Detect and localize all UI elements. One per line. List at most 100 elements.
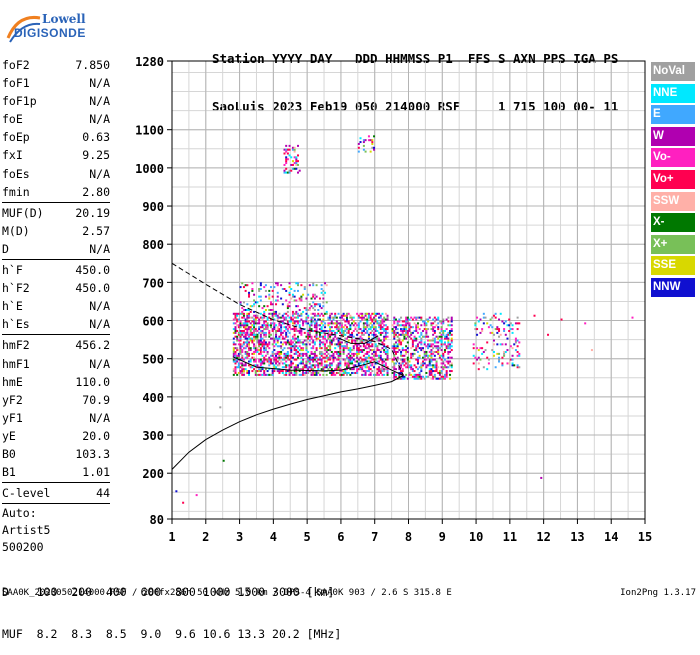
echo-point [342, 312, 345, 315]
echo-point [356, 354, 359, 357]
echo-point [332, 356, 335, 359]
echo-point [251, 316, 254, 319]
echo-point [249, 328, 252, 331]
echo-point [318, 347, 321, 350]
echo-point [246, 331, 249, 334]
echo-point [433, 373, 436, 376]
echo-point [376, 371, 379, 374]
echo-point [367, 370, 370, 373]
echo-point [432, 329, 435, 332]
echo-point [300, 312, 303, 315]
echo-point [386, 335, 389, 338]
echo-point [359, 360, 362, 363]
echo-point [364, 364, 367, 367]
echo-point [263, 350, 266, 353]
echo-point [244, 356, 247, 359]
echo-point [278, 362, 281, 365]
echo-point [364, 318, 367, 321]
echo-point [259, 373, 262, 376]
echo-point [443, 350, 446, 353]
echo-point [418, 335, 421, 338]
echo-point [411, 326, 414, 329]
echo-point [329, 356, 332, 359]
echo-point [285, 162, 288, 165]
echo-point [432, 370, 435, 373]
echo-point [476, 347, 479, 350]
echo-point [251, 305, 254, 308]
echo-point [266, 373, 269, 376]
echo-point [305, 354, 308, 357]
echo-point [376, 345, 379, 348]
echo-point [325, 364, 328, 367]
echo-point [334, 343, 337, 346]
echo-point [366, 318, 369, 321]
echo-point [359, 345, 362, 348]
echo-point [369, 345, 372, 348]
echo-point [351, 316, 354, 319]
echo-point [425, 366, 428, 369]
echo-point [291, 310, 294, 313]
echo-point [286, 303, 289, 306]
echo-point [492, 314, 495, 317]
echo-point [373, 335, 376, 338]
echo-point [356, 368, 359, 371]
param-key: B0 [2, 446, 16, 461]
echo-point [241, 331, 244, 334]
echo-point [540, 476, 543, 479]
echo-point [258, 349, 261, 352]
echo-point [297, 364, 300, 367]
echo-point [293, 339, 296, 342]
echo-point [297, 356, 300, 359]
y-tick-label: 1280 [135, 55, 164, 69]
echo-point [253, 337, 256, 340]
echo-point [278, 354, 281, 357]
echo-point [342, 329, 345, 332]
echo-point [241, 349, 244, 352]
echo-point [492, 343, 495, 346]
echo-point [335, 352, 338, 355]
echo-point [295, 163, 298, 166]
echo-point [345, 347, 348, 350]
echo-point [318, 339, 321, 342]
echo-point [416, 375, 419, 378]
echo-point [342, 371, 345, 374]
echo-point [307, 314, 310, 317]
echo-point [253, 314, 256, 317]
echo-point [236, 324, 239, 327]
x-tick-label: 13 [570, 530, 584, 544]
y-tick-label: 1100 [135, 124, 164, 138]
echo-point [285, 356, 288, 359]
echo-point [393, 322, 396, 325]
echo-point [425, 345, 428, 348]
echo-point [318, 352, 321, 355]
echo-point [359, 356, 362, 359]
echo-point [423, 322, 426, 325]
echo-point [359, 362, 362, 365]
echo-point [484, 349, 487, 352]
echo-point [276, 328, 279, 331]
echo-point [422, 356, 425, 359]
echo-point [263, 316, 266, 319]
echo-point [315, 356, 318, 359]
echo-point [234, 347, 237, 350]
echo-point [297, 320, 300, 323]
echo-point [313, 366, 316, 369]
echo-point [371, 364, 374, 367]
echo-point [241, 356, 244, 359]
echo-point [291, 167, 294, 170]
echo-point [359, 328, 362, 331]
echo-point [219, 406, 222, 409]
echo-point [425, 322, 428, 325]
echo-point [261, 373, 264, 376]
echo-point [285, 335, 288, 338]
echo-point [293, 337, 296, 340]
echo-point [391, 360, 394, 363]
echo-point [259, 343, 262, 346]
echo-point [271, 362, 274, 365]
echo-point [373, 328, 376, 331]
echo-point [430, 358, 433, 361]
echo-point [290, 341, 293, 344]
echo-point [295, 345, 298, 348]
echo-point [479, 347, 482, 350]
echo-point [430, 328, 433, 331]
